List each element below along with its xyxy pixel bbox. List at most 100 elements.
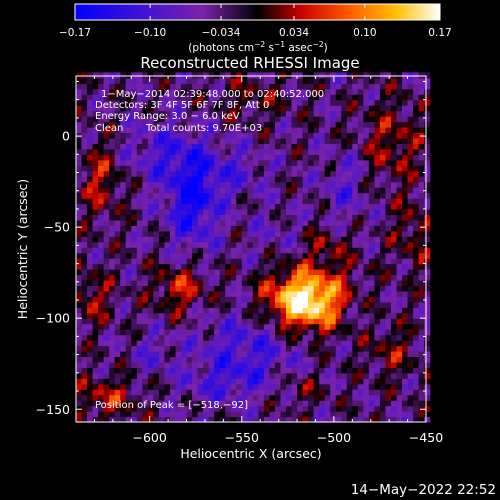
heatmap-cell <box>236 383 243 390</box>
heatmap-cell <box>225 105 232 112</box>
heatmap-cell <box>374 203 381 210</box>
heatmap-cell <box>297 88 304 95</box>
heatmap-cell <box>76 214 83 221</box>
heatmap-cell <box>125 372 132 379</box>
heatmap-cell <box>346 236 353 243</box>
heatmap-cell <box>291 159 298 166</box>
heatmap-cell <box>424 389 431 396</box>
heatmap-cell <box>120 263 127 270</box>
heatmap-cell <box>413 345 420 352</box>
heatmap-cell <box>263 105 271 112</box>
heatmap-cell <box>142 165 149 172</box>
heatmap-cell <box>297 126 304 134</box>
heatmap-cell <box>335 372 342 379</box>
heatmap-cell <box>252 132 259 139</box>
heatmap-cell <box>153 285 160 292</box>
heatmap-cell <box>142 312 149 319</box>
heatmap-cell <box>208 208 215 215</box>
heatmap-cell <box>236 105 243 112</box>
heatmap-cell <box>274 187 282 194</box>
heatmap-cell <box>120 148 127 155</box>
heatmap-cell <box>181 269 188 276</box>
heatmap-cell <box>374 214 381 221</box>
heatmap-cell <box>131 225 138 232</box>
heatmap-cell <box>120 176 127 183</box>
heatmap-cell <box>302 83 309 90</box>
heatmap-cell <box>81 345 88 352</box>
heatmap-cell <box>258 176 265 183</box>
heatmap-cell <box>230 329 237 336</box>
heatmap-cell <box>120 290 127 297</box>
heatmap-cell <box>335 116 342 123</box>
heatmap-cell <box>87 165 94 172</box>
heatmap-cell <box>175 148 182 155</box>
heatmap-cell <box>313 132 320 139</box>
heatmap-cell <box>219 176 226 183</box>
heatmap-cell <box>208 176 215 183</box>
heatmap-cell <box>341 290 348 297</box>
heatmap-cell <box>413 274 420 281</box>
heatmap-cell <box>203 192 210 199</box>
heatmap-cell <box>192 170 199 177</box>
heatmap-cell <box>418 416 425 423</box>
heatmap-cell <box>92 170 99 177</box>
heatmap-cell <box>302 187 309 194</box>
heatmap-cell <box>169 258 177 265</box>
heatmap-cell <box>114 241 121 248</box>
heatmap-cell <box>147 72 154 79</box>
heatmap-cell <box>308 389 315 396</box>
heatmap-cell <box>357 181 364 188</box>
heatmap-cell <box>136 121 143 128</box>
heatmap-cell <box>186 148 193 155</box>
heatmap-cell <box>230 165 237 172</box>
heatmap-cell <box>98 225 105 232</box>
heatmap-cell <box>186 252 193 259</box>
heatmap-cell <box>142 318 149 325</box>
heatmap-cell <box>302 198 309 205</box>
heatmap-cell <box>225 378 232 385</box>
heatmap-cell <box>98 203 105 210</box>
heatmap-cell <box>374 383 381 390</box>
heatmap-cell <box>131 105 138 112</box>
heatmap-cell <box>76 405 83 412</box>
heatmap-cell <box>252 203 259 210</box>
heatmap-cell <box>125 345 132 352</box>
heatmap-cell <box>192 187 199 194</box>
heatmap-cell <box>252 274 259 281</box>
heatmap-cell <box>219 230 226 237</box>
heatmap-cell <box>158 116 166 123</box>
heatmap-cell <box>136 236 143 243</box>
heatmap-cell <box>269 105 276 112</box>
heatmap-cell <box>114 137 121 144</box>
heatmap-cell <box>92 350 99 358</box>
heatmap-cell <box>374 230 381 237</box>
heatmap-cell <box>274 77 282 84</box>
heatmap-cell <box>98 285 105 292</box>
heatmap-cell <box>214 329 221 336</box>
heatmap-cell <box>335 159 342 166</box>
heatmap-cell <box>225 83 232 90</box>
heatmap-cell <box>385 72 392 79</box>
heatmap-cell <box>379 241 387 248</box>
heatmap-cell <box>407 318 414 325</box>
heatmap-cell <box>385 394 392 401</box>
heatmap-cell <box>203 345 210 352</box>
heatmap-cell <box>109 367 116 374</box>
heatmap-cell <box>263 340 271 347</box>
heatmap-cell <box>313 307 320 314</box>
heatmap-cell <box>319 345 326 352</box>
heatmap-cell <box>418 405 425 412</box>
heatmap-cell <box>92 323 99 330</box>
heatmap-cell <box>98 307 105 314</box>
heatmap-cell <box>252 72 259 79</box>
heatmap-cell <box>274 263 282 270</box>
heatmap-cell <box>402 165 409 172</box>
heatmap-cell <box>269 252 276 259</box>
heatmap-cell <box>313 356 320 363</box>
heatmap-cell <box>269 372 276 379</box>
heatmap-cell <box>352 394 359 401</box>
heatmap-cell <box>252 116 259 123</box>
heatmap-cell <box>230 383 237 390</box>
heatmap-cell <box>81 307 88 314</box>
heatmap-cell <box>247 132 254 139</box>
